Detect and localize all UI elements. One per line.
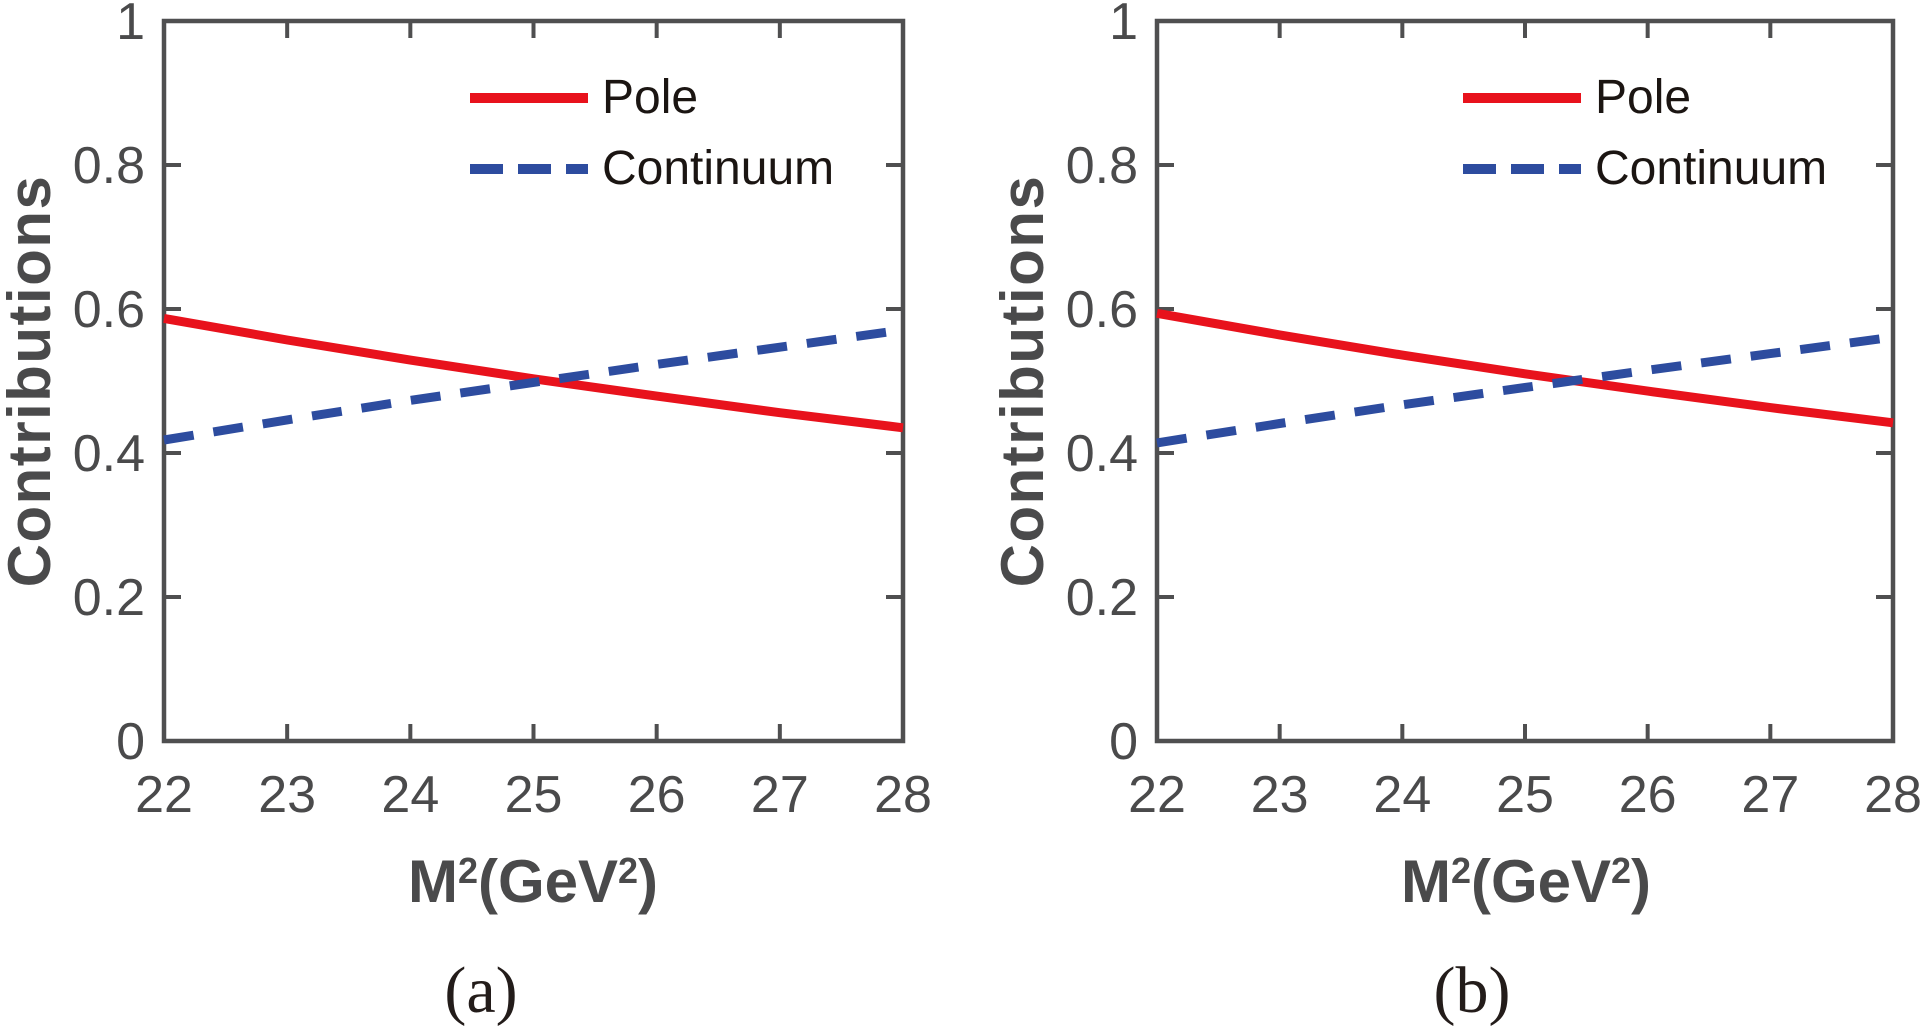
legend-item-continuum-a: Continuum bbox=[470, 133, 834, 204]
panel-caption-b: (b) bbox=[1433, 954, 1511, 1027]
y-tick-label-a: 1 bbox=[116, 0, 145, 51]
x-tick-label-a: 26 bbox=[628, 766, 686, 824]
y-tick-label-a: 0 bbox=[116, 713, 145, 771]
x-tick-label-a: 27 bbox=[751, 766, 809, 824]
y-tick-label-b: 0.4 bbox=[1066, 425, 1138, 483]
x-tick-label-b: 24 bbox=[1373, 766, 1431, 824]
continuum-dashed-line-sample-icon bbox=[470, 163, 588, 174]
y-tick-label-a: 0.2 bbox=[73, 569, 145, 627]
legend-a: Pole Continuum bbox=[470, 62, 834, 204]
y-axis-label-b: Contributions bbox=[989, 174, 1056, 588]
x-tick-label-b: 25 bbox=[1496, 766, 1554, 824]
y-tick-label-b: 0.6 bbox=[1066, 281, 1138, 339]
y-tick-label-a: 0.8 bbox=[73, 137, 145, 195]
legend-item-continuum-b: Continuum bbox=[1463, 133, 1827, 204]
y-tick-label-b: 0.2 bbox=[1066, 569, 1138, 627]
x-tick-label-b: 26 bbox=[1619, 766, 1677, 824]
x-tick-label-b: 28 bbox=[1864, 766, 1922, 824]
x-tick-label-a: 28 bbox=[874, 766, 932, 824]
legend-b: Pole Continuum bbox=[1463, 62, 1827, 204]
x-axis-label-b: M2(GeV2) bbox=[1400, 848, 1652, 915]
continuum-line-b bbox=[1156, 332, 1894, 448]
x-tick-label-a: 22 bbox=[135, 766, 193, 824]
y-tick-label-b: 0 bbox=[1109, 713, 1138, 771]
x-tick-label-b: 22 bbox=[1128, 766, 1186, 824]
pole-line-sample-icon bbox=[1463, 92, 1581, 103]
continuum-line-a bbox=[163, 325, 904, 445]
x-tick-label-b: 23 bbox=[1251, 766, 1309, 824]
y-tick-label-a: 0.6 bbox=[73, 281, 145, 339]
legend-label-pole-a: Pole bbox=[602, 70, 699, 124]
legend-item-pole-b: Pole bbox=[1463, 62, 1827, 133]
y-tick-label-b: 1 bbox=[1109, 0, 1138, 51]
continuum-dashed-line-sample-icon bbox=[1463, 163, 1581, 174]
legend-label-continuum-a: Continuum bbox=[602, 141, 835, 195]
legend-item-pole-a: Pole bbox=[470, 62, 834, 133]
x-tick-label-a: 23 bbox=[258, 766, 316, 824]
pole-line-b bbox=[1156, 308, 1894, 428]
pole-line-a bbox=[163, 313, 904, 433]
y-tick-label-a: 0.4 bbox=[73, 425, 145, 483]
legend-label-pole-b: Pole bbox=[1595, 70, 1692, 124]
y-axis-label-a: Contributions bbox=[0, 174, 63, 588]
x-axis-label-a: M2(GeV2) bbox=[407, 848, 659, 915]
x-tick-label-a: 25 bbox=[505, 766, 563, 824]
pole-line-sample-icon bbox=[470, 92, 588, 103]
y-tick-label-b: 0.8 bbox=[1066, 137, 1138, 195]
x-tick-label-a: 24 bbox=[381, 766, 439, 824]
legend-label-continuum-b: Continuum bbox=[1595, 141, 1828, 195]
panel-caption-a: (a) bbox=[444, 954, 518, 1027]
x-tick-label-b: 27 bbox=[1741, 766, 1799, 824]
